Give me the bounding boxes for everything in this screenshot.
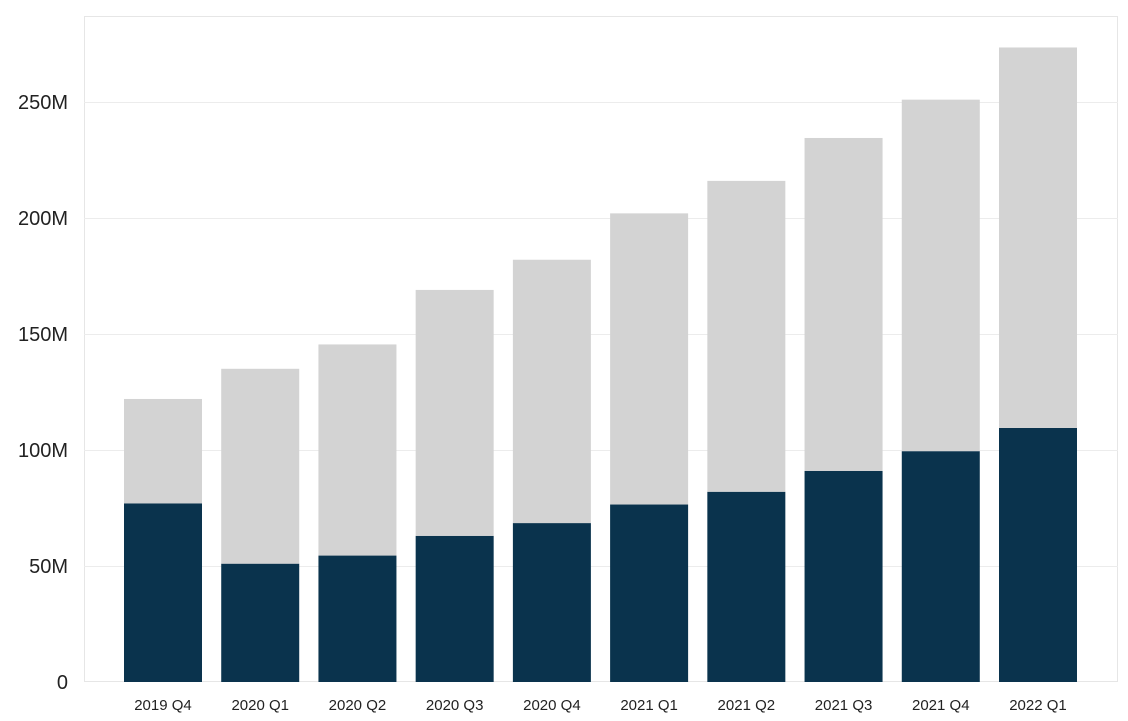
y-tick-label: 50M (29, 556, 68, 578)
x-tick-label: 2020 Q2 (329, 697, 387, 714)
x-tick-label: 2021 Q3 (815, 697, 873, 714)
bar-segment-series-2 (415, 289, 494, 536)
y-tick-label: 200M (18, 208, 68, 230)
bar-segment-series-1 (318, 555, 397, 682)
bar-segment-series-1 (901, 451, 980, 682)
bars (124, 47, 1077, 682)
y-tick-label: 150M (18, 324, 68, 346)
x-tick-label: 2021 Q1 (620, 697, 678, 714)
bar-segment-series-1 (221, 563, 300, 682)
bar-segment-series-2 (901, 99, 980, 452)
y-axis: 0 50M 100M 150M 200M 250M (18, 92, 68, 694)
bar-segment-series-2 (707, 180, 786, 492)
bar-segment-series-1 (804, 470, 883, 682)
bar-segment-series-2 (610, 213, 689, 505)
bar-segment-series-1 (610, 504, 689, 682)
x-tick-label: 2021 Q4 (912, 697, 970, 714)
bar-segment-series-1 (512, 523, 591, 682)
x-axis: 2019 Q4 2020 Q1 2020 Q2 2020 Q3 2020 Q4 2021 … (134, 697, 1067, 714)
x-tick-label: 2021 Q2 (718, 697, 776, 714)
y-tick-label: 250M (18, 92, 68, 114)
x-tick-label: 2020 Q1 (231, 697, 289, 714)
bar-segment-series-2 (124, 398, 202, 504)
bar-segment-series-1 (707, 491, 786, 682)
x-tick-label: 2022 Q1 (1009, 697, 1067, 714)
bar-segment-series-2 (804, 137, 883, 471)
bar-segment-series-1 (415, 535, 494, 682)
bar-segment-series-2 (512, 259, 591, 524)
bar-segment-series-2 (221, 368, 300, 564)
bar-segment-series-1 (999, 427, 1077, 682)
bar-segment-series-2 (999, 47, 1077, 428)
x-tick-label: 2020 Q4 (523, 697, 581, 714)
x-tick-label: 2019 Q4 (134, 697, 192, 714)
x-tick-label: 2020 Q3 (426, 697, 484, 714)
y-tick-label: 0 (57, 672, 68, 694)
bar-segment-series-1 (124, 503, 202, 682)
bar-segment-series-2 (318, 344, 397, 556)
y-tick-label: 100M (18, 440, 68, 462)
